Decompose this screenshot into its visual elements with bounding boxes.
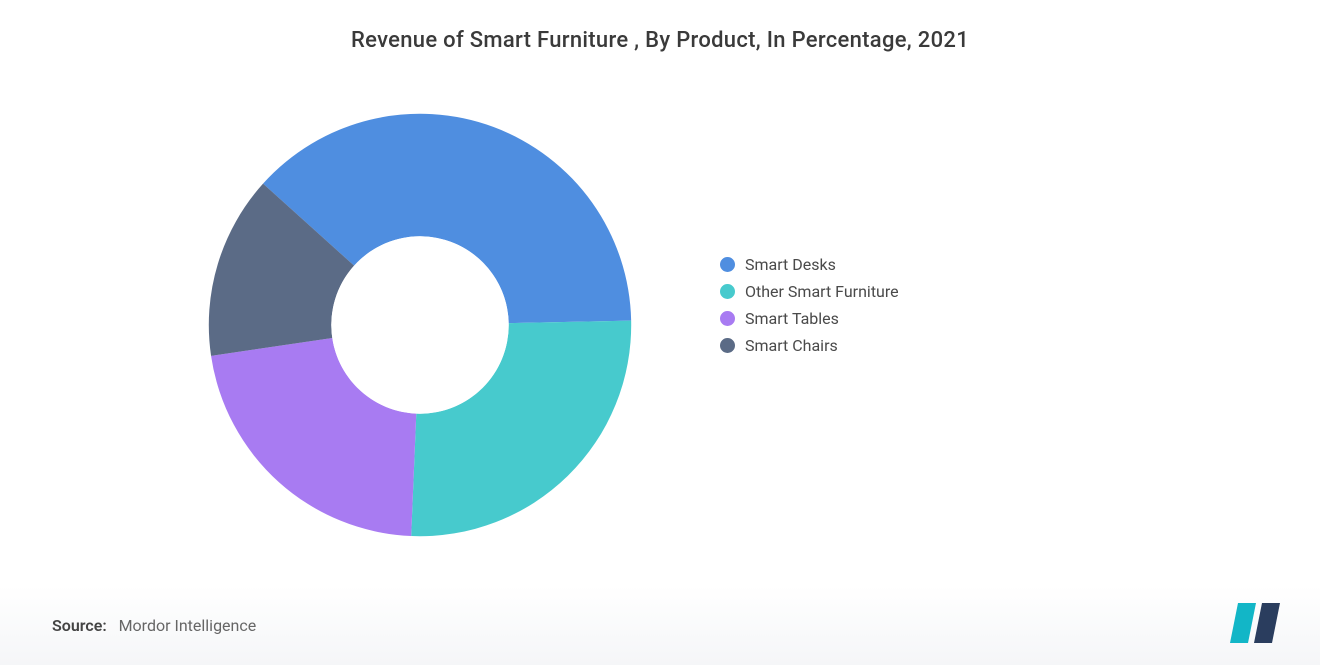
- legend-label: Smart Chairs: [745, 336, 838, 355]
- legend-item-3: Smart Chairs: [720, 336, 899, 355]
- legend-label: Smart Desks: [745, 255, 836, 274]
- legend-label: Smart Tables: [745, 309, 839, 328]
- source-text: [111, 616, 119, 635]
- chart-container: Revenue of Smart Furniture , By Product,…: [0, 0, 1320, 665]
- legend-swatch-icon: [720, 338, 735, 353]
- legend-swatch-icon: [720, 284, 735, 299]
- legend-swatch-icon: [720, 311, 735, 326]
- source-value: Mordor Intelligence: [119, 616, 257, 635]
- legend-label: Other Smart Furniture: [745, 282, 899, 301]
- donut-hole: [331, 236, 508, 413]
- brand-logo: [1230, 603, 1290, 643]
- source-line: Source: Mordor Intelligence: [52, 616, 256, 635]
- chart-title: Revenue of Smart Furniture , By Product,…: [0, 0, 1320, 53]
- legend-swatch-icon: [720, 257, 735, 272]
- donut-chart: [200, 105, 640, 545]
- legend-item-1: Other Smart Furniture: [720, 282, 899, 301]
- logo-bar-2-icon: [1254, 603, 1280, 643]
- legend-item-2: Smart Tables: [720, 309, 899, 328]
- legend: Smart Desks Other Smart Furniture Smart Ta…: [720, 255, 899, 363]
- legend-item-0: Smart Desks: [720, 255, 899, 274]
- logo-bar-1-icon: [1230, 603, 1256, 643]
- chart-area: Smart Desks Other Smart Furniture Smart Ta…: [0, 95, 1320, 575]
- source-label: Source:: [52, 616, 107, 635]
